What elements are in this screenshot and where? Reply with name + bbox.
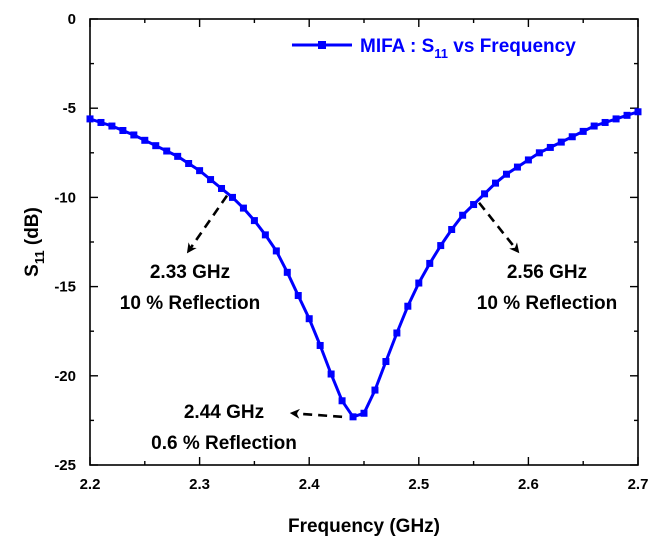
y-axis-title-main: S [22,264,43,277]
annotation-arrow-min [289,408,343,419]
x-tick-label: 2.3 [189,476,210,493]
data-point-marker [634,108,642,116]
data-point-marker [404,302,412,310]
x-tick-label: 2.6 [518,476,539,493]
data-point-marker [228,193,236,201]
data-point-marker [163,147,171,155]
data-point-marker [590,122,598,130]
annotation-text-low: 10 % Reflection [120,293,260,314]
data-point-marker [130,131,138,139]
data-point-marker [327,370,335,378]
y-tick-label: -25 [54,457,76,474]
data-point-marker [502,170,510,178]
data-point-marker [415,279,423,287]
annotation-text-min: 2.44 GHz [184,402,264,423]
data-point-marker [305,315,313,323]
data-point-marker [448,226,456,234]
y-axis-title: S11 (dB) [22,207,47,277]
data-point-marker [272,247,280,255]
x-tick-label: 2.2 [80,476,101,493]
y-axis-title-rest: (dB) [22,207,43,250]
data-point-marker [601,118,609,126]
data-point-marker [557,138,565,146]
data-point-marker [152,142,160,150]
y-tick-label: -15 [54,279,76,296]
tick-labels: 2.2 2.3 2.4 2.5 2.6 2.7 0 -5 -10 -15 -20 -25 [54,11,648,493]
annotation-text-high: 2.56 GHz [507,262,587,283]
data-point-marker [338,397,346,405]
data-point-marker [481,190,489,198]
plot-frame [89,18,639,466]
data-point-marker [382,358,390,366]
series-layer [86,108,642,421]
annotation-text-high: 10 % Reflection [477,293,617,314]
legend: MIFA : S11 vs Frequency [292,36,576,61]
data-point-marker [470,201,478,209]
annotation-text-low: 2.33 GHz [150,262,230,283]
data-point-marker [207,176,215,184]
data-point-marker [535,149,543,157]
data-point-marker [250,217,258,225]
data-point-marker [239,204,247,212]
axis-ticks [89,18,639,466]
data-point-marker [426,259,434,267]
data-point-marker [97,118,105,126]
data-point-marker [316,341,324,349]
data-point-marker [294,292,302,300]
data-point-marker [437,242,445,250]
data-point-marker [283,268,291,276]
annotation-arrow-low [186,194,229,254]
data-point-marker [492,179,500,187]
y-tick-label: 0 [68,11,76,28]
annotations: 2.33 GHz 10 % Reflection 2.44 GHz 0.6 % Ref… [120,194,617,454]
data-point-marker [174,152,182,160]
data-point-marker [546,143,554,151]
data-point-marker [261,231,269,239]
y-tick-label: -20 [54,368,76,385]
y-tick-label: -10 [54,189,76,206]
x-tick-label: 2.4 [299,476,321,493]
legend-marker [318,41,326,49]
annotation-text-min: 0.6 % Reflection [151,433,297,454]
data-point-marker [141,136,149,144]
y-tick-label: -5 [63,100,76,117]
x-tick-label: 2.5 [408,476,429,493]
data-point-marker [524,156,532,164]
data-point-marker [196,167,204,175]
plot-area-border [89,18,639,466]
x-axis-title: Frequency (GHz) [288,516,440,537]
data-point-marker [218,184,226,192]
data-point-marker [568,133,576,141]
data-point-marker [612,115,620,123]
y-axis-title-sub: 11 [32,250,47,264]
data-point-marker [371,386,379,394]
data-point-marker [185,160,193,168]
data-point-marker [119,127,127,134]
data-point-marker [513,163,521,171]
legend-label: MIFA : S11 vs Frequency [360,36,576,61]
data-point-marker [623,111,631,119]
data-point-marker [360,409,368,417]
annotation-arrow-high [478,201,520,254]
x-tick-label: 2.7 [628,476,649,493]
data-point-marker [459,211,467,219]
data-point-marker [579,127,587,135]
data-point-marker [349,413,357,421]
data-point-marker [393,329,401,337]
data-point-marker [108,122,116,130]
data-point-marker [86,115,94,123]
